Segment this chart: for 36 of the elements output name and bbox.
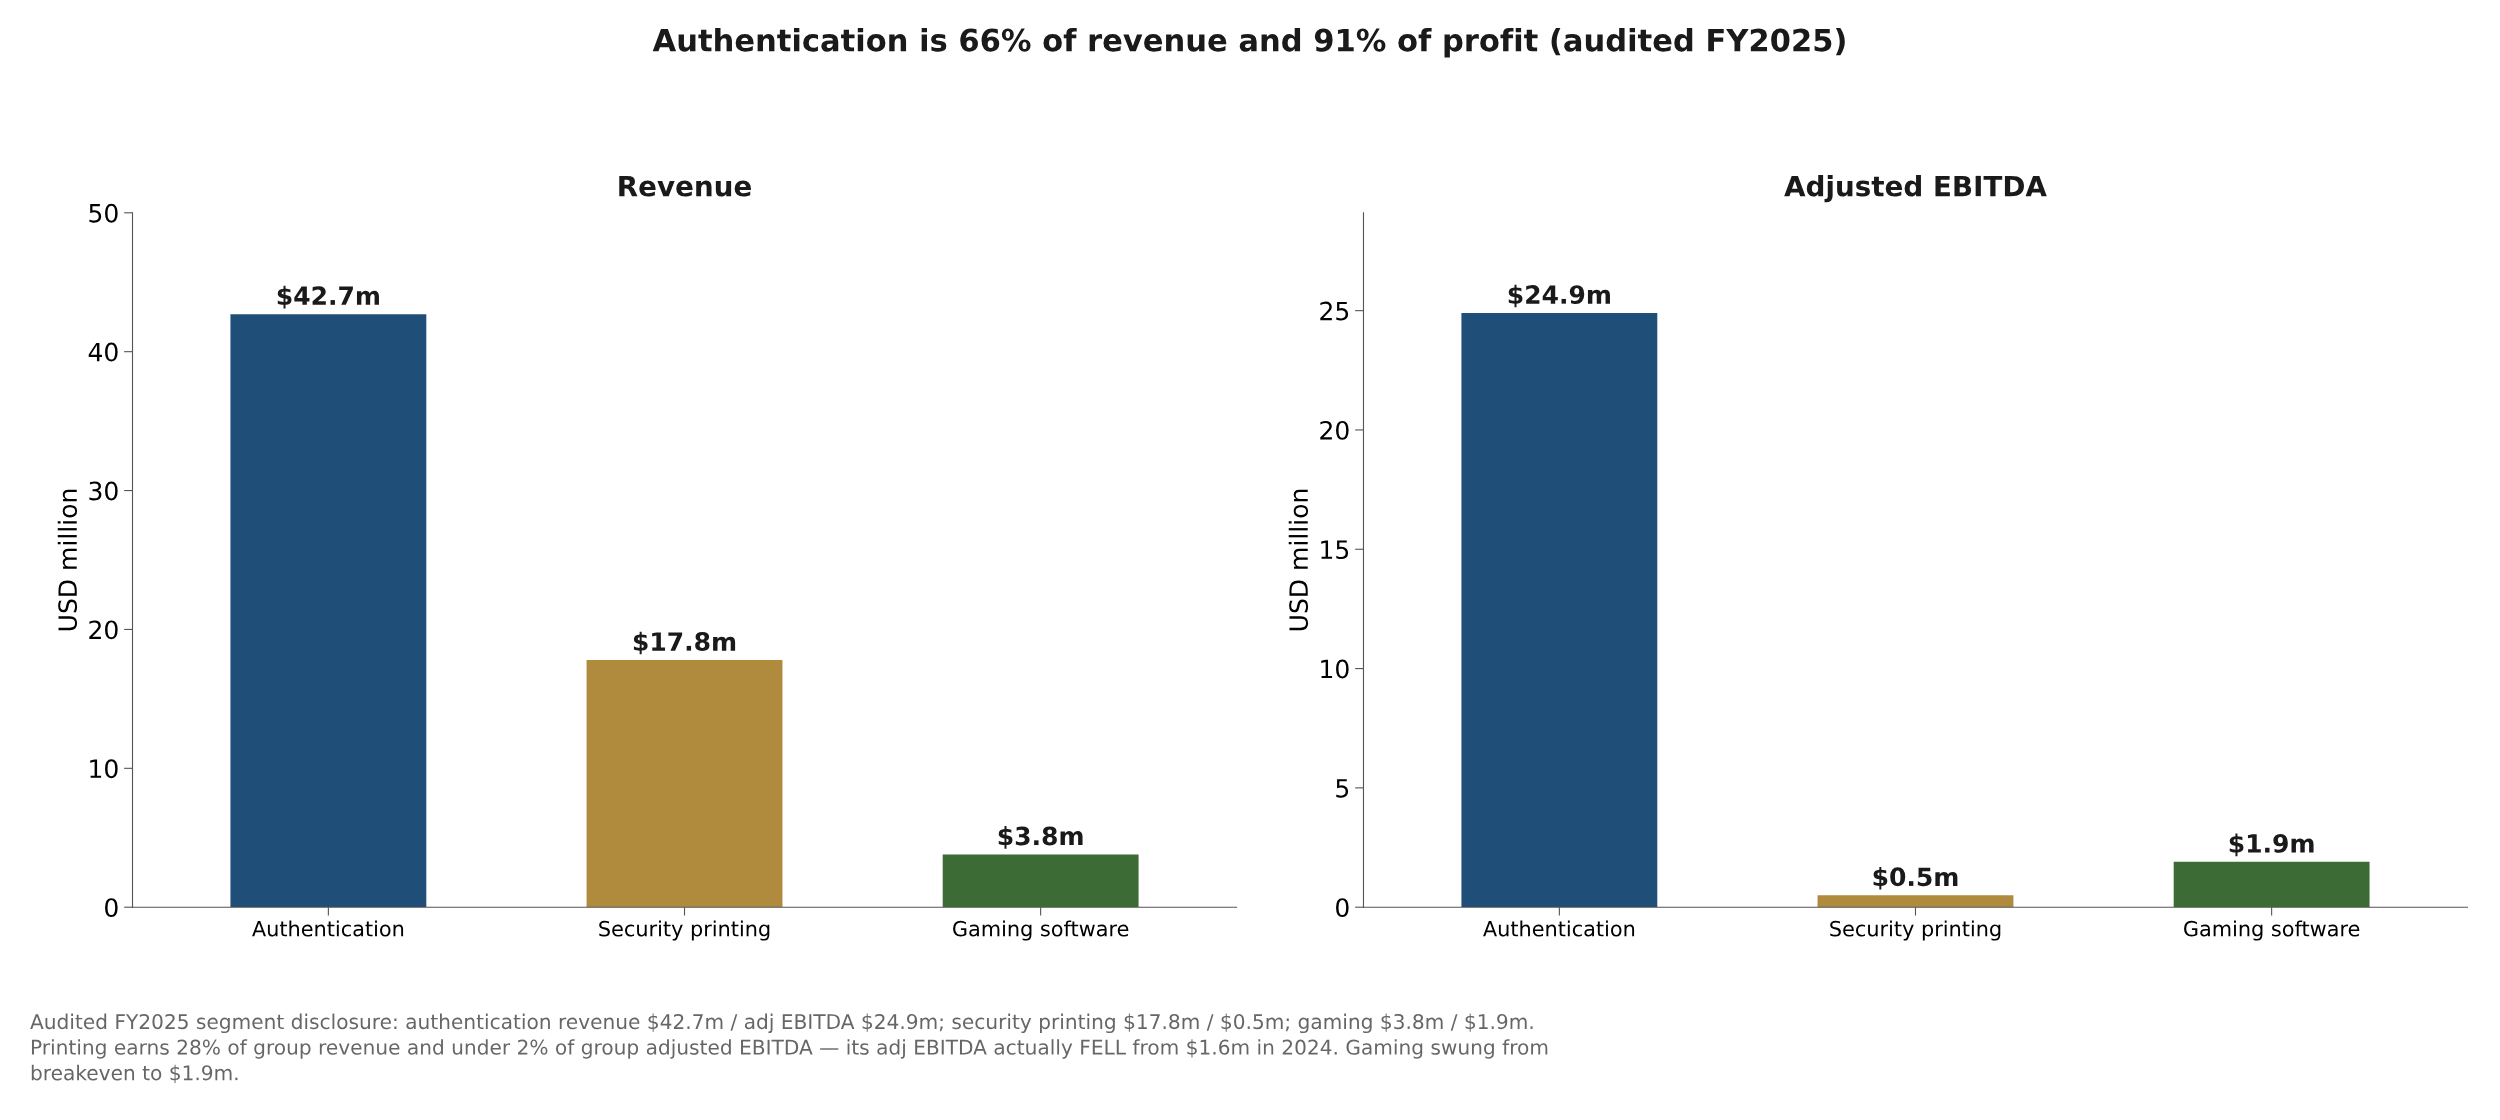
y-tick-label: 25 <box>1320 301 1349 321</box>
y-tick-label: 30 <box>89 481 118 501</box>
y-tick-label: 50 <box>89 203 118 223</box>
x-tick-label: Authentication <box>252 920 404 937</box>
bar <box>586 659 783 908</box>
y-tick-label: 5 <box>1336 779 1349 798</box>
y-tick-label: 0 <box>105 898 118 918</box>
chart-title: Adjusted EBITDA <box>1784 175 2047 203</box>
bar <box>1817 895 2014 908</box>
y-tick-label: 10 <box>1321 659 1349 679</box>
y-axis-title: USD million <box>57 489 78 631</box>
data-label: $24.9m <box>1508 284 1610 308</box>
x-tick-label: Security printing <box>599 920 770 941</box>
y-tick-label: 20 <box>89 620 118 640</box>
y-tick-label: 15 <box>1321 540 1349 560</box>
data-label: $0.5m <box>1873 866 1958 890</box>
data-label: $3.8m <box>998 826 1083 849</box>
data-label: $1.9m <box>2229 833 2314 857</box>
bar <box>1461 313 1658 908</box>
chart-title: Revenue <box>619 175 751 197</box>
bar <box>942 854 1139 908</box>
y-tick-label: 10 <box>90 759 118 779</box>
y-axis-title: USD million <box>1288 489 1309 631</box>
bar <box>230 314 427 908</box>
text: Audited FY2025 segment disclosure: authentication revenue $42.7m / adj EBITDA $24.9m; security printing $17.8m / $0.5m; gaming $3.8m / $1.9m. Printing earns 28% of group revenue and under 2% of group adjusted EBITDA — its adj EBITDA actually FELL from $1.6m in 2024. Gaming swung from breakeven to $1.9m. <box>30 1013 1548 1084</box>
x-tick-label: Authentication <box>1483 920 1635 937</box>
data-label: $17.8m <box>633 631 736 655</box>
y-tick-label: 0 <box>1336 898 1349 918</box>
x-tick-label: Gaming software <box>2184 920 2360 941</box>
data-label: $42.7m <box>277 285 379 309</box>
y-tick-label: 40 <box>88 342 118 362</box>
bar <box>2173 861 2370 908</box>
x-tick-label: Security printing <box>1830 920 2001 941</box>
x-tick-label: Gaming software <box>953 920 1129 941</box>
chart-subtitle: Authentication is 66% of revenue and 91% of profit (audited FY2025) <box>652 28 1845 58</box>
y-tick-label: 20 <box>1320 420 1349 440</box>
